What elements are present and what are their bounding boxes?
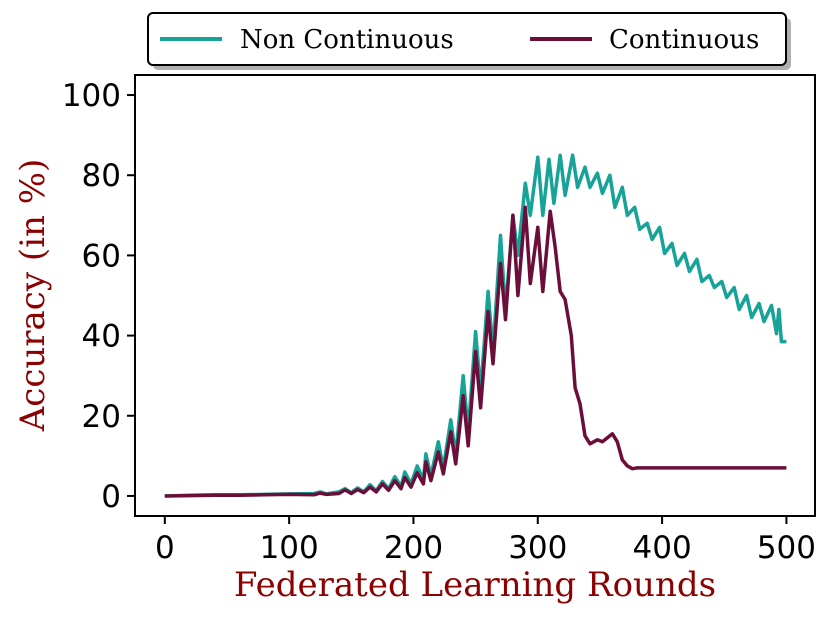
series-line-non-continuous bbox=[164, 153, 787, 498]
legend: Non Continuous Continuous bbox=[147, 12, 791, 70]
x-tick-label: 300 bbox=[508, 530, 567, 566]
plot-series bbox=[164, 153, 787, 498]
legend-box bbox=[147, 12, 787, 66]
y-tick-label: 80 bbox=[82, 158, 121, 194]
x-tick-label: 500 bbox=[757, 530, 816, 566]
x-tick-label: 100 bbox=[260, 530, 319, 566]
y-tick-label: 60 bbox=[82, 238, 121, 274]
x-axis-title: Federated Learning Rounds bbox=[234, 565, 716, 605]
y-tick-label: 100 bbox=[62, 78, 121, 114]
series-line-continuous bbox=[164, 205, 787, 498]
x-tick-label: 0 bbox=[155, 530, 175, 566]
y-axis: 0 20 40 60 80 100 bbox=[62, 78, 135, 515]
y-axis-title: Accuracy (in %) bbox=[13, 159, 53, 433]
y-tick-label: 20 bbox=[82, 399, 121, 435]
y-tick-label: 0 bbox=[101, 479, 121, 515]
x-tick-label: 200 bbox=[384, 530, 443, 566]
legend-label-non-continuous: Non Continuous bbox=[240, 25, 454, 55]
plot-frame bbox=[134, 74, 816, 517]
x-tick-label: 400 bbox=[633, 530, 692, 566]
x-axis: 0 100 200 300 400 500 bbox=[155, 516, 816, 566]
legend-label-continuous: Continuous bbox=[609, 25, 759, 55]
y-tick-label: 40 bbox=[82, 319, 121, 355]
